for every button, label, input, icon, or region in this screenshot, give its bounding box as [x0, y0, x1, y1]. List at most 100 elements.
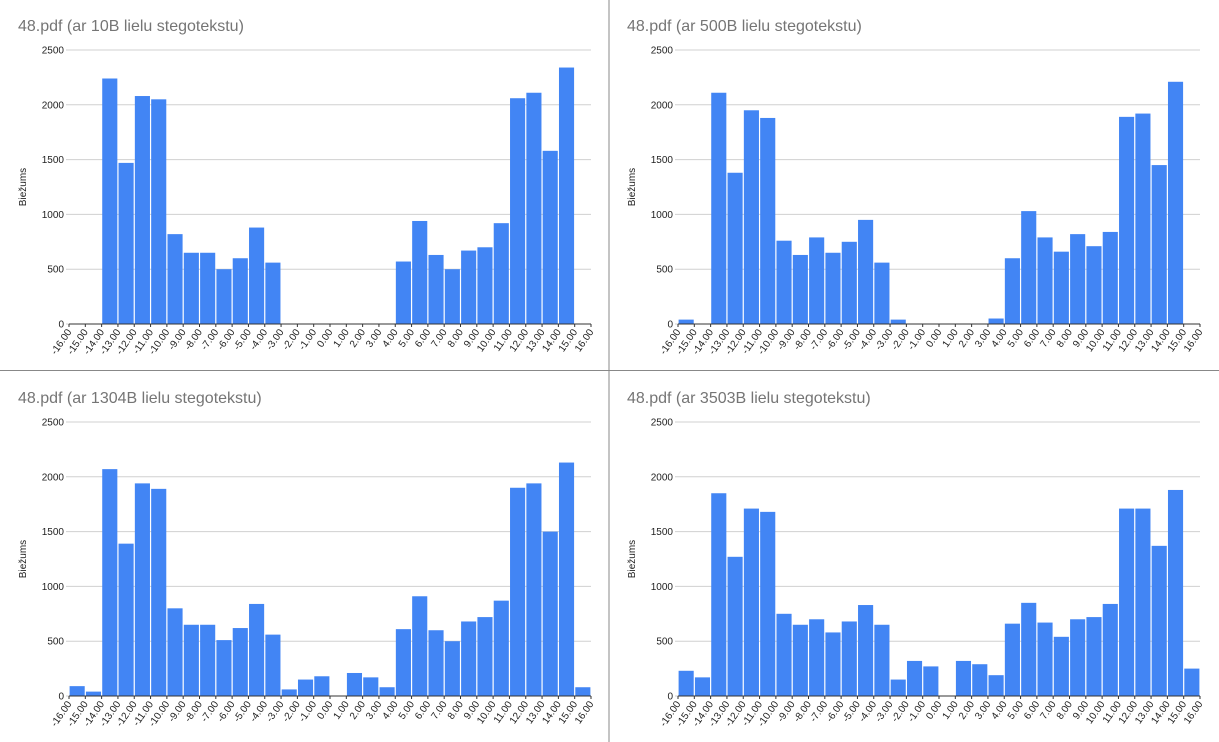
bar [1102, 603, 1118, 696]
bar [858, 605, 874, 696]
bar [151, 488, 167, 696]
x-tick-label: -1.00 [297, 327, 319, 352]
bar [874, 262, 890, 324]
bar [118, 162, 134, 324]
x-tick-label: 6.00 [1022, 327, 1042, 350]
bar [825, 252, 841, 324]
y-axis-label: Biežums [18, 540, 29, 578]
chart: 48.pdf (ar 10B lielu stegotekstu) Biežums… [18, 18, 597, 357]
bar [216, 269, 232, 324]
y-tick-label: 500 [47, 265, 64, 276]
bar [477, 617, 493, 696]
bar [395, 261, 411, 324]
bar [792, 624, 808, 696]
y-tick-label: 1000 [42, 210, 65, 221]
bar [1070, 234, 1086, 324]
bar [183, 252, 199, 324]
bar [379, 687, 395, 696]
chart: 48.pdf (ar 1304B lielu stegotekstu) Biežu… [18, 390, 597, 729]
bar [167, 608, 183, 696]
bar [134, 483, 150, 696]
y-tick-label: 0 [58, 320, 64, 331]
x-tick-label: 1.00 [941, 327, 961, 350]
x-tick-label: 4.00 [990, 327, 1010, 350]
bar [1053, 251, 1069, 324]
bar [1086, 246, 1102, 324]
chart-title: 48.pdf (ar 500B lielu stegotekstu) [627, 18, 862, 35]
bar [542, 531, 558, 696]
x-tick-label: -1.00 [906, 327, 928, 352]
bar [694, 677, 711, 696]
x-tick-label: 7.00 [1038, 327, 1058, 350]
x-tick-label: 3.00 [973, 699, 993, 722]
bar [972, 664, 988, 696]
bar [955, 660, 972, 696]
x-tick-label: 16.00 [573, 699, 597, 726]
bar [575, 687, 591, 696]
bar [1167, 81, 1184, 324]
bar [776, 240, 792, 324]
x-tick-label: 8.00 [1055, 327, 1075, 350]
x-tick-label: 5.00 [397, 327, 417, 350]
bar [200, 252, 216, 324]
bar [988, 318, 1004, 324]
x-tick-label: 2.00 [957, 699, 977, 722]
bar [776, 613, 792, 696]
x-tick-label: 5.00 [1006, 699, 1026, 722]
bar [346, 672, 363, 696]
bar [510, 98, 526, 324]
x-tick-label: 1.00 [332, 327, 352, 350]
bar [412, 220, 428, 324]
bar [858, 219, 874, 324]
chart: 48.pdf (ar 500B lielu stegotekstu) Biežum… [627, 18, 1206, 357]
y-tick-label: 0 [667, 692, 673, 703]
bar [1037, 622, 1053, 696]
x-tick-label: 16.00 [1182, 699, 1206, 726]
x-tick-label: 7.00 [429, 327, 449, 350]
bar [1184, 668, 1200, 696]
bar [1119, 116, 1135, 324]
bar [167, 234, 183, 324]
bar [923, 666, 939, 696]
bar [510, 487, 526, 696]
bar [678, 670, 694, 696]
x-tick-label: 2.00 [957, 327, 977, 350]
y-tick-label: 1500 [651, 155, 674, 166]
bar [151, 99, 167, 324]
bar [809, 237, 825, 324]
x-tick-label: 4.00 [381, 327, 401, 350]
bar [232, 628, 248, 696]
bar [1135, 113, 1151, 325]
bar [102, 469, 118, 696]
bar [281, 689, 297, 696]
bar [1119, 508, 1135, 696]
x-tick-label: 0.00 [924, 699, 944, 722]
y-tick-label: 1500 [42, 527, 65, 538]
bar [428, 254, 444, 324]
x-tick-label: 2.00 [348, 699, 368, 722]
bar [743, 508, 759, 696]
bar [1037, 237, 1053, 324]
y-axis-label: Biežums [627, 168, 638, 206]
bar [265, 634, 281, 696]
bar [890, 679, 906, 696]
x-tick-label: 16.00 [573, 327, 597, 354]
x-tick-label: -1.00 [906, 699, 928, 724]
bar [183, 624, 199, 696]
chart: 48.pdf (ar 3503B lielu stegotekstu) Biežu… [627, 390, 1206, 729]
bar [874, 624, 890, 696]
x-tick-label: 2.00 [348, 327, 368, 350]
bar [542, 150, 558, 324]
bar [493, 600, 509, 696]
bar [760, 511, 776, 696]
bar [428, 630, 444, 696]
x-tick-label: 4.00 [381, 699, 401, 722]
x-tick-label: 6.00 [1022, 699, 1042, 722]
bar [727, 172, 743, 324]
bar [412, 596, 428, 696]
x-tick-label: 3.00 [364, 327, 384, 350]
y-tick-label: 500 [656, 265, 673, 276]
x-tick-label: -1.00 [297, 699, 319, 724]
